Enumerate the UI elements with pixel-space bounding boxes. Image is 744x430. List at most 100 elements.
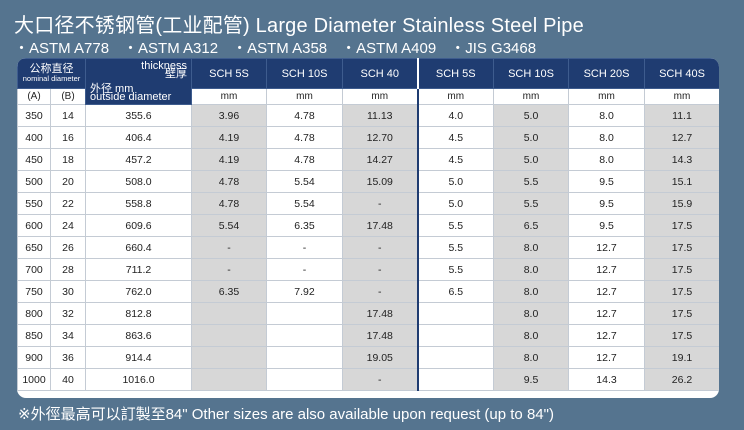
thickness-cell: 19.05 [342, 346, 419, 369]
table-row: 400 16 406.4 4.19 4.78 12.70 4.5 5.0 8.0 12.7 [17, 126, 719, 149]
thickness-cell: 14.27 [342, 148, 419, 171]
nominal-b-cell: 22 [50, 192, 86, 215]
table-row: 800 32 812.8 17.48 8.0 12.7 17.5 [17, 302, 719, 325]
nominal-b-cell: 16 [50, 126, 86, 149]
thickness-cell: 12.7 [568, 302, 645, 325]
outside-diameter-cell: 558.8 [85, 192, 192, 215]
outside-diameter-cell: 863.6 [85, 324, 192, 347]
thickness-cell: 8.0 [568, 104, 645, 127]
thickness-cell: 3.96 [191, 104, 267, 127]
nominal-a-cell: 700 [17, 258, 51, 281]
outside-diameter-cell: 914.4 [85, 346, 192, 369]
page-title: 大口径不锈钢管(工业配管) Large Diameter Stainless S… [14, 15, 584, 37]
unit-cell: mm [493, 88, 569, 105]
footnote: ※外徑最高可以訂製至84" Other sizes are also avail… [18, 406, 554, 423]
outside-diameter-cell: 660.4 [85, 236, 192, 259]
thickness-cell: 15.9 [644, 192, 719, 215]
nominal-b-cell: 24 [50, 214, 86, 237]
table-body: 350 14 355.6 3.96 4.78 11.13 4.0 5.0 8.0 11.1 400 1… [17, 104, 719, 391]
nominal-a-cell: 450 [17, 148, 51, 171]
thickness-cell [417, 368, 494, 391]
od-en: outside diameter [90, 91, 172, 103]
outside-diameter-cell: 812.8 [85, 302, 192, 325]
thickness-cell: 4.78 [191, 192, 267, 215]
nominal-a-cell: 900 [17, 346, 51, 369]
nominal-a-cell: 550 [17, 192, 51, 215]
table-row: 500 20 508.0 4.78 5.54 15.09 5.0 5.5 9.5 15.1 [17, 170, 719, 193]
thickness-cell: 6.35 [266, 214, 343, 237]
nominal-b-cell: 18 [50, 148, 86, 171]
table-row: 700 28 711.2- - -5.5 8.0 12.7 17.5 [17, 258, 719, 281]
nominal-b-cell: 40 [50, 368, 86, 391]
thickness-cell: 8.0 [493, 258, 569, 281]
outside-diameter-cell: 1016.0 [85, 368, 192, 391]
thickness-cell: 4.78 [266, 104, 343, 127]
table-row: 750 30 762.0 6.35 7.92-6.5 8.0 12.7 17.5 [17, 280, 719, 303]
thickness-cell: 4.78 [191, 170, 267, 193]
pipe-spec-table: 公称直径 nominal diameter thickness 壁厚 外径 mm… [17, 58, 719, 391]
nominal-a-cell: 350 [17, 104, 51, 127]
thickness-cell: 17.5 [644, 236, 719, 259]
thickness-cell: - [342, 280, 419, 303]
thickness-cell: 4.0 [417, 104, 494, 127]
thickness-cell: 6.5 [417, 280, 494, 303]
nominal-b-cell: 26 [50, 236, 86, 259]
thickness-cell: - [191, 258, 267, 281]
thickness-cell: - [342, 258, 419, 281]
sch-header: SCH 10S [266, 58, 343, 89]
thickness-cell: 4.19 [191, 148, 267, 171]
thickness-cell: 5.54 [266, 192, 343, 215]
thickness-cell: 11.1 [644, 104, 719, 127]
pipe-spec-table-container: 公称直径 nominal diameter thickness 壁厚 外径 mm… [17, 58, 719, 398]
thickness-cell [417, 346, 494, 369]
table-row: 550 22 558.8 4.78 5.54-5.0 5.5 9.5 15.9 [17, 192, 719, 215]
sch-header: SCH 40S [644, 58, 719, 89]
nominal-b-cell: 14 [50, 104, 86, 127]
thickness-cell: 12.7 [568, 280, 645, 303]
thickness-cell: 8.0 [568, 148, 645, 171]
outside-diameter-cell: 406.4 [85, 126, 192, 149]
nominal-a-cell: 400 [17, 126, 51, 149]
standard-item: ・ASTM A778 [14, 40, 110, 57]
thickness-cell: 4.5 [417, 148, 494, 171]
thickness-cell: 12.7 [568, 236, 645, 259]
nominal-b-cell: 34 [50, 324, 86, 347]
unit-cell: mm [342, 88, 419, 105]
thickness-cell [417, 324, 494, 347]
unit-cell: mm [644, 88, 719, 105]
nominal-b-cell: 28 [50, 258, 86, 281]
sch-header: SCH 5S [191, 58, 267, 89]
thickness-cell: 17.5 [644, 302, 719, 325]
thickness-cell: - [266, 258, 343, 281]
standard-item: ・ASTM A312 [123, 40, 219, 57]
thickness-cell: 5.0 [493, 148, 569, 171]
thickness-cn: 壁厚 [165, 68, 187, 80]
nominal-diameter-en: nominal diameter [22, 73, 81, 83]
od-thickness-header: thickness 壁厚 外径 mm outside diameter [85, 58, 192, 105]
thickness-cell: 8.0 [493, 280, 569, 303]
thickness-cell: 5.5 [417, 258, 494, 281]
thickness-cell: 5.5 [493, 170, 569, 193]
thickness-cell: 7.92 [266, 280, 343, 303]
unit-cell: mm [191, 88, 267, 105]
table-row: 450 18 457.2 4.19 4.78 14.27 4.5 5.0 8.0 14.3 [17, 148, 719, 171]
thickness-cell: 6.5 [493, 214, 569, 237]
outside-diameter-cell: 711.2 [85, 258, 192, 281]
thickness-cell: 5.0 [417, 170, 494, 193]
outside-diameter-cell: 762.0 [85, 280, 192, 303]
thickness-cell [266, 324, 343, 347]
table-row: 900 36 914.4 19.05 8.0 12.7 19.1 [17, 346, 719, 369]
header-row-units: (A) (B) mm mm mm mm mm mm mm [17, 88, 719, 105]
od-cn: 外径 mm [90, 83, 134, 95]
thickness-cell: 12.7 [568, 346, 645, 369]
thickness-cell: 14.3 [644, 148, 719, 171]
thickness-cell [191, 302, 267, 325]
thickness-cell: 12.70 [342, 126, 419, 149]
thickness-cell: 8.0 [568, 126, 645, 149]
od-label: 外径 mm outside diameter [90, 83, 172, 103]
nominal-b-cell: 36 [50, 346, 86, 369]
thickness-cell [266, 346, 343, 369]
thickness-cell: - [342, 192, 419, 215]
thickness-cell: 5.5 [417, 236, 494, 259]
nominal-a-cell: 1000 [17, 368, 51, 391]
